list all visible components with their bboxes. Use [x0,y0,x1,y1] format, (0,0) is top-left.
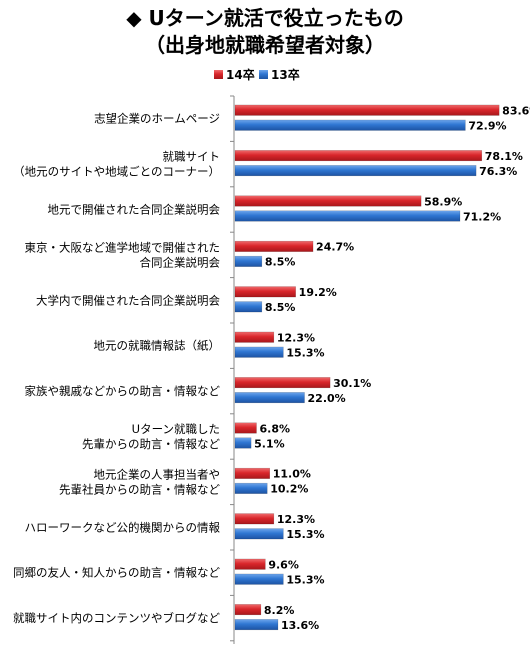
legend-swatch-13 [259,70,268,79]
data-label: 58.9% [424,195,462,208]
data-label: 30.1% [333,377,371,390]
data-label: 6.8% [259,422,290,435]
category-label: 家族や親戚などからの助言・情報など [25,384,221,398]
category-label: 就職サイト内のコンテンツやブログなど [13,611,220,625]
category-label: 先輩からの助言・情報など [82,437,220,451]
data-label: 11.0% [273,468,311,481]
data-label: 8.2% [264,604,295,617]
bar-14 [234,195,422,207]
data-label: 22.0% [308,392,346,405]
bar-14 [234,150,483,162]
bar-13 [234,528,284,540]
bar-14 [234,286,296,298]
data-label: 15.3% [286,346,324,359]
legend-label-13: 13卒 [271,67,300,82]
chart-title: ◆ Uターン就活で役立ったもの [126,6,404,30]
bar-14 [234,104,500,116]
data-label: 15.3% [286,528,324,541]
bars-layer: 志望企業のホームページ 83.6% 72.9% 就職サイト（地元のサイトや地域ごとのコ… [13,95,530,642]
category-label: 地元の就職情報誌（紙） [94,339,221,353]
data-label: 13.6% [281,619,319,632]
data-label: 76.3% [479,165,517,178]
data-label: 12.3% [277,331,315,344]
legend-swatch-14 [214,70,223,79]
category-label: （地元のサイトや地域ごとのコーナー） [13,165,220,179]
bar-13 [234,119,466,131]
bar-14 [234,467,271,479]
bar-13 [234,346,284,358]
data-label: 5.1% [254,437,285,450]
data-label: 9.6% [268,558,299,571]
bar-13 [234,165,477,177]
data-label: 15.3% [286,573,324,586]
bar-14 [234,604,262,616]
bar-13 [234,437,252,449]
data-label: 8.5% [265,256,296,269]
bar-14 [234,558,266,570]
bar-14 [234,240,314,252]
category-label: 就職サイト [163,150,221,164]
category-label: Uターン就職した [132,422,220,436]
data-label: 24.7% [316,241,354,254]
bar-13 [234,210,461,222]
bar-14 [234,513,275,525]
bar-14 [234,377,331,389]
legend-label-14: 14卒 [226,67,255,82]
bar-14 [234,331,275,343]
bar-14 [234,422,257,434]
category-label: 大学内で開催された合同企業説明会 [36,293,220,307]
category-label: 地元企業の人事担当者や [94,467,221,481]
bar-13 [234,482,268,494]
bar-13 [234,573,284,585]
data-label: 83.6% [502,104,530,117]
data-label: 78.1% [485,150,523,163]
chart-subtitle: （出身地就職希望者対象） [145,33,385,57]
legend: 14卒 13卒 [214,67,300,82]
category-label: 東京・大阪など進学地域で開催された [25,240,221,254]
category-label: 志望企業のホームページ [94,112,220,126]
category-label: 合同企業説明会 [140,255,221,269]
data-label: 10.2% [270,483,308,496]
category-label: 地元で開催された合同企業説明会 [48,203,221,217]
bar-13 [234,619,279,631]
bar-13 [234,255,263,267]
category-label: 先輩社員からの助言・情報など [59,482,220,496]
category-label: 同郷の友人・知人からの助言・情報など [13,566,220,580]
data-label: 8.5% [265,301,296,314]
category-label: ハローワークなど公的機関からの情報 [25,520,221,534]
data-label: 19.2% [299,286,337,299]
data-label: 72.9% [468,119,506,132]
data-label: 12.3% [277,513,315,526]
bar-13 [234,301,263,313]
data-label: 71.2% [463,210,501,223]
bar-13 [234,392,305,404]
